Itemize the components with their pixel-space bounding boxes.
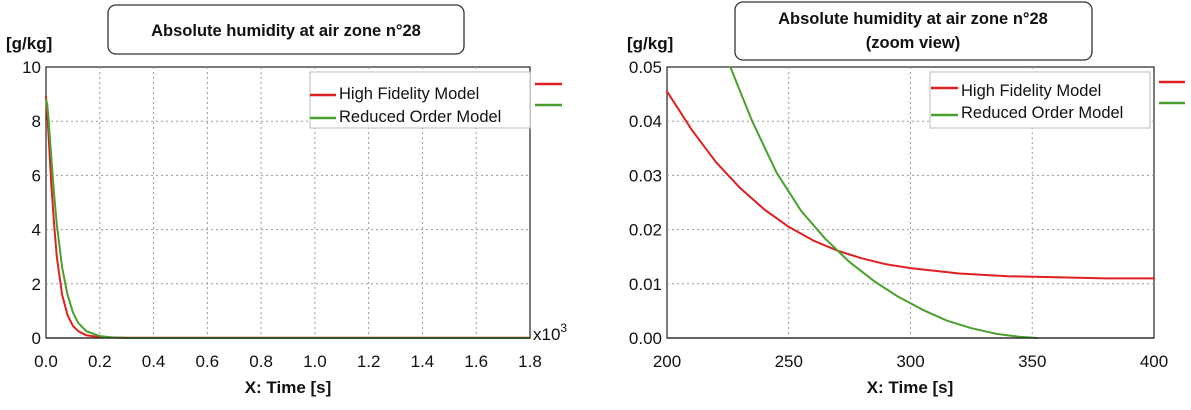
y-tick-label: 0.03 [629,166,662,185]
x-tick-label: 1.8 [518,352,542,371]
y-tick-label: 4 [32,221,41,240]
x-tick-label: 0.8 [249,352,273,371]
x-tick-label: 0.6 [196,352,220,371]
chart-subtitle: (zoom view) [866,34,960,52]
title-box [734,1,1093,61]
legend-box [929,71,1151,129]
x-tick-label: 0.0 [34,352,58,371]
y-tick-label: 0 [32,329,41,348]
x-axis-label: X: Time [s] [867,378,954,397]
y-tick-labels: 0 2 4 6 8 10 [22,58,41,348]
legend-label-reduced-order: Reduced Order Model [961,104,1123,122]
chart-right: Absolute humidity at air zone n°28 (zoom… [627,1,1185,397]
y-tick-label: 8 [32,112,41,131]
x-tick-label: 250 [775,352,803,371]
series-line-high-fidelity [666,90,1155,280]
x-tick-label: 1.6 [464,352,488,371]
y-tick-label: 0.01 [629,275,662,294]
y-unit-label: [g/kg] [6,34,52,53]
legend: High Fidelity Model Reduced Order Model [309,71,562,129]
x-tick-labels: 200 250 300 350 400 [653,352,1168,371]
series-lines [666,66,1155,339]
legend-box [309,71,531,129]
x-tick-label: 0.4 [142,352,166,371]
legend-label-reduced-order: Reduced Order Model [339,108,501,126]
series-line-reduced-order [729,66,1039,339]
x-tick-label: 1.4 [411,352,435,371]
x-multiplier-label: x103 [533,321,567,344]
chart-title: Absolute humidity at air zone n°28 [778,10,1048,28]
y-tick-labels: 0.00 0.01 0.02 0.03 0.04 0.05 [629,58,662,348]
y-tick-label: 2 [32,275,41,294]
y-unit-label: [g/kg] [627,34,673,53]
y-tick-label: 10 [22,58,41,77]
y-tick-label: 0.04 [629,112,662,131]
y-tick-label: 6 [32,166,41,185]
x-tick-label: 350 [1018,352,1046,371]
x-tick-label: 1.0 [303,352,327,371]
x-tick-label: 300 [896,352,924,371]
legend: High Fidelity Model Reduced Order Model [929,71,1185,129]
x-tick-label: 400 [1140,352,1168,371]
x-tick-label: 1.2 [357,352,381,371]
y-tick-label: 0.00 [629,329,662,348]
x-tick-label: 0.2 [88,352,112,371]
legend-label-high-fidelity: High Fidelity Model [339,85,479,103]
legend-label-high-fidelity: High Fidelity Model [961,82,1101,100]
y-tick-label: 0.05 [629,58,662,77]
x-axis-label: X: Time [s] [245,378,332,397]
x-tick-label: 200 [653,352,681,371]
chart-title: Absolute humidity at air zone n°28 [151,22,421,40]
x-tick-labels: 0.0 0.2 0.4 0.6 0.8 1.0 1.2 1.4 1.6 1.8 [34,352,542,371]
title-box [107,4,465,55]
gridlines [46,67,530,338]
y-tick-label: 0.02 [629,221,662,240]
chart-left: Absolute humidity at air zone n°28 [g/kg… [6,4,567,397]
